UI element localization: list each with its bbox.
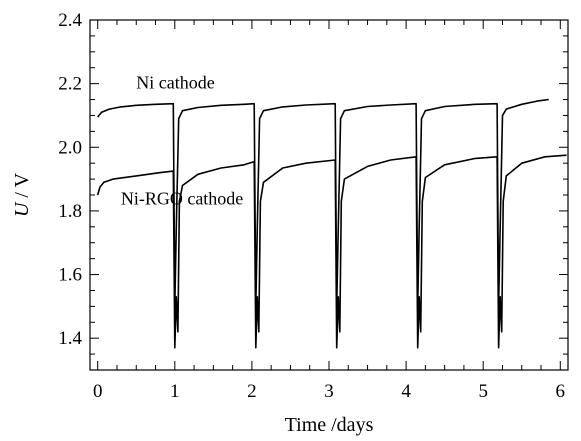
y-axis-label-unit: / V [11, 172, 33, 202]
x-tick-label: 5 [478, 381, 488, 402]
x-tick-label: 1 [170, 381, 180, 402]
y-tick-label: 2.4 [58, 10, 82, 31]
x-tick-label: 4 [401, 381, 411, 402]
x-tick-label: 2 [247, 381, 257, 402]
series-group [96, 98, 567, 349]
y-axis-label-symbol: U [11, 201, 33, 217]
axis-ticks: 0 1 2 3 4 5 6 1.4 1.6 1.8 2.0 2.2 2.4 [58, 10, 568, 402]
series-line-2 [96, 154, 567, 349]
y-tick-label: 2.2 [58, 74, 82, 95]
x-axis-label: Time /days [285, 414, 374, 436]
y-axis-label: U / V [11, 172, 33, 217]
x-tick-label: 3 [324, 381, 334, 402]
annotation-2: Ni-RGO cathode [121, 189, 243, 209]
y-tick-label: 1.6 [58, 265, 82, 286]
y-tick-label: 1.4 [58, 328, 82, 349]
x-tick-label: 0 [93, 381, 103, 402]
y-tick-label: 2.0 [58, 137, 82, 158]
x-tick-label: 6 [556, 381, 566, 402]
annotations: Ni cathode Ni-RGO cathode [121, 72, 243, 208]
annotation-1: Ni cathode [136, 72, 214, 92]
y-tick-label: 1.8 [58, 201, 82, 222]
